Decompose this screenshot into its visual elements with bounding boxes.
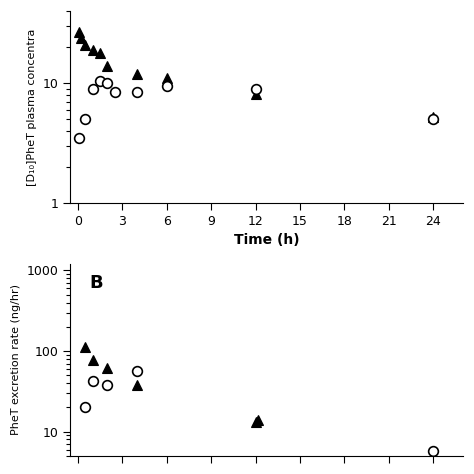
X-axis label: Time (h): Time (h)	[234, 233, 300, 247]
Y-axis label: [D₁₀]PheT plasma concentra: [D₁₀]PheT plasma concentra	[27, 28, 37, 186]
Text: B: B	[90, 274, 103, 292]
Y-axis label: PheT excretion rate (ng/hr): PheT excretion rate (ng/hr)	[11, 284, 21, 436]
